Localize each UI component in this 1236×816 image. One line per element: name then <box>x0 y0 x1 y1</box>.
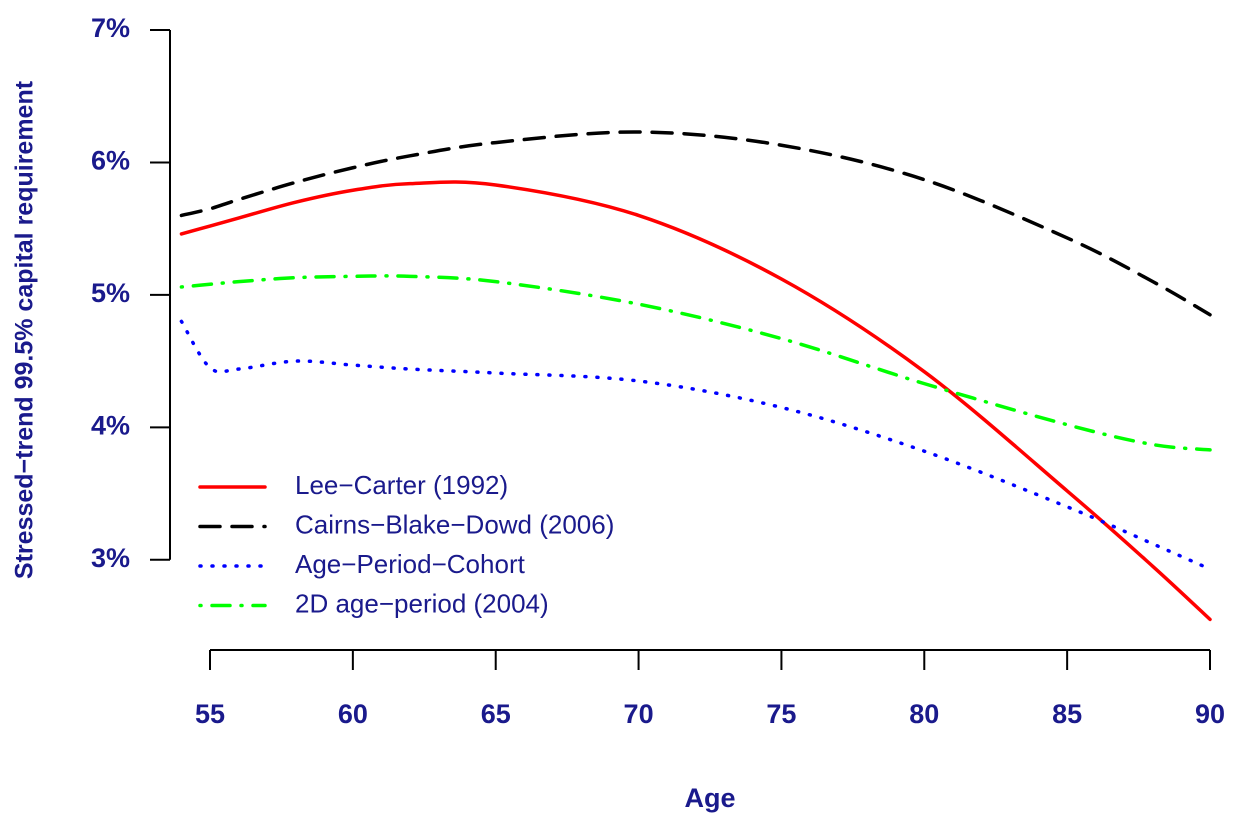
y-tick-label: 4% <box>91 410 130 440</box>
y-tick-label: 7% <box>91 13 130 43</box>
x-tick-label: 85 <box>1052 699 1082 729</box>
legend-label: Lee−Carter (1992) <box>295 470 508 500</box>
legend-label: Cairns−Blake−Dowd (2006) <box>295 509 614 539</box>
series-line <box>179 319 1212 571</box>
legend-label: 2D age−period (2004) <box>295 588 549 618</box>
x-tick-label: 65 <box>481 699 511 729</box>
x-tick-label: 80 <box>909 699 939 729</box>
series-line <box>179 180 1212 622</box>
x-tick-label: 60 <box>338 699 368 729</box>
y-tick-label: 3% <box>91 543 130 573</box>
series-line <box>179 130 1212 317</box>
legend-label: Age−Period−Cohort <box>295 549 526 579</box>
y-tick-label: 5% <box>91 278 130 308</box>
x-tick-label: 70 <box>624 699 654 729</box>
x-axis-label: Age <box>684 783 735 813</box>
x-tick-label: 55 <box>195 699 225 729</box>
x-tick-label: 90 <box>1195 699 1225 729</box>
x-tick-label: 75 <box>766 699 796 729</box>
y-tick-label: 6% <box>91 146 130 176</box>
y-axis-label: Stressed−trend 99.5% capital requirement <box>11 80 39 579</box>
